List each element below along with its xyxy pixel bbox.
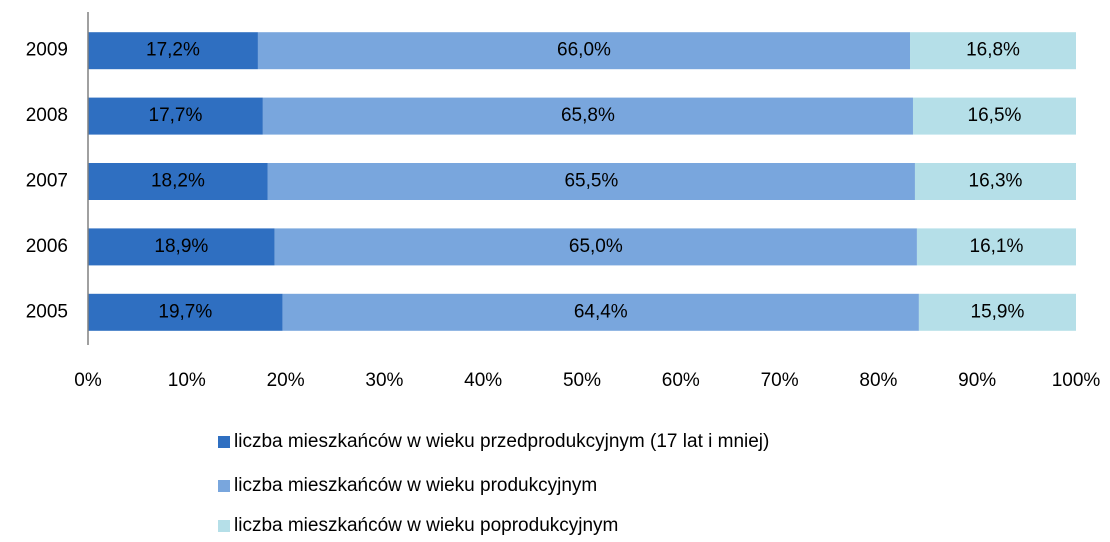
y-tick-label: 2009	[26, 40, 68, 61]
bar-segment	[282, 293, 919, 331]
x-tick-label: 60%	[662, 370, 700, 391]
data-label: 65,8%	[561, 105, 615, 126]
bar-segment	[267, 163, 915, 200]
data-label: 65,5%	[564, 171, 618, 192]
bar-segment	[88, 293, 283, 331]
data-label: 66,0%	[557, 40, 611, 61]
x-tick-label: 0%	[74, 370, 102, 391]
bar-segment	[88, 97, 263, 135]
bar-segment	[918, 293, 1076, 331]
data-label: 65,0%	[569, 236, 623, 257]
y-tick-label: 2007	[26, 171, 68, 192]
legend-swatch	[218, 480, 230, 492]
data-label: 64,4%	[574, 301, 628, 322]
x-tick-label: 20%	[267, 370, 305, 391]
data-label: 16,3%	[969, 171, 1023, 192]
data-label: 18,9%	[154, 236, 208, 257]
y-tick-label: 2005	[26, 301, 68, 322]
legend-label: liczba mieszkańców w wieku poprodukcyjny…	[234, 515, 618, 536]
data-label: 16,5%	[968, 105, 1022, 126]
y-tick-label: 2006	[26, 236, 68, 257]
bar-segment	[88, 32, 258, 70]
bar-segment	[910, 32, 1076, 70]
bar-segment	[914, 163, 1076, 200]
bar-segment	[88, 163, 268, 200]
data-label: 19,7%	[158, 301, 212, 322]
x-tick-label: 70%	[761, 370, 799, 391]
x-tick-label: 10%	[168, 370, 206, 391]
x-tick-label: 80%	[859, 370, 897, 391]
data-label: 15,9%	[971, 301, 1025, 322]
x-tick-label: 100%	[1052, 370, 1101, 391]
legend-label: liczba mieszkańców w wieku produkcyjnym	[234, 475, 597, 496]
x-tick-label: 50%	[563, 370, 601, 391]
legend-swatch	[218, 436, 230, 448]
x-tick-label: 30%	[365, 370, 403, 391]
bar-segment	[912, 97, 1076, 135]
y-tick-label: 2008	[26, 105, 68, 126]
legend-swatch	[218, 520, 230, 532]
data-label: 16,1%	[970, 236, 1024, 257]
x-tick-label: 40%	[464, 370, 502, 391]
data-label: 16,8%	[966, 40, 1020, 61]
legend-label: liczba mieszkańców w wieku przedprodukcy…	[234, 431, 769, 452]
bar-segment	[88, 228, 275, 266]
bar-segment	[257, 32, 911, 70]
bar-segment	[916, 228, 1076, 266]
x-tick-label: 90%	[958, 370, 996, 391]
bar-segment	[262, 97, 913, 135]
data-label: 17,2%	[146, 40, 200, 61]
data-label: 18,2%	[151, 171, 205, 192]
data-label: 17,7%	[149, 105, 203, 126]
bar-segment	[274, 228, 917, 266]
